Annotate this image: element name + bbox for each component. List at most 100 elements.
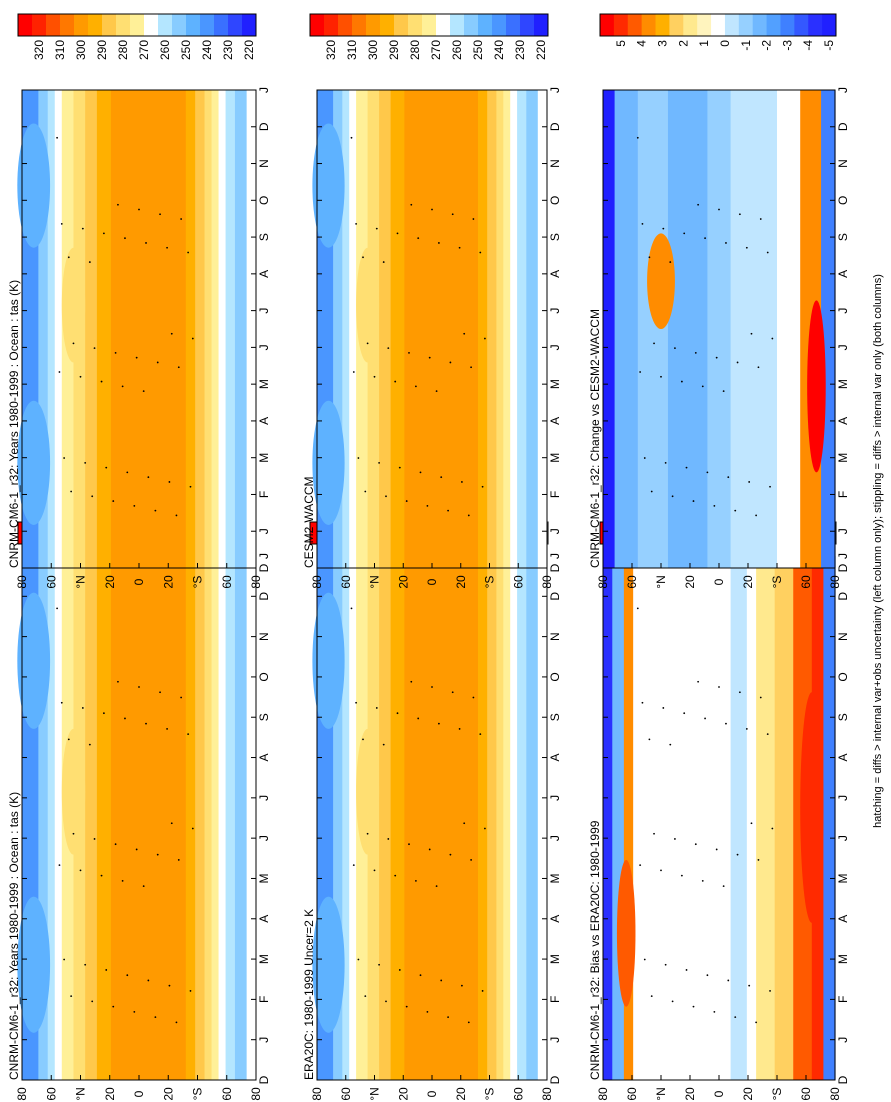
stipple-dot	[362, 738, 364, 741]
heatmap-band	[823, 556, 836, 1080]
month-label: M	[257, 954, 271, 964]
colorbar-swatch	[478, 14, 493, 36]
colorbar-tick-label: 290	[95, 40, 109, 60]
colorbar-tick-label: 3	[655, 40, 669, 47]
stipple-dot	[419, 974, 422, 977]
stipple-dot	[88, 743, 91, 746]
stipple-dot	[639, 864, 642, 867]
heatmap-band	[537, 90, 548, 568]
heatmap-band	[404, 90, 479, 568]
stipple-dot	[435, 390, 438, 393]
stipple-dot	[417, 237, 420, 240]
stipple-dot	[366, 832, 369, 835]
heatmap-band	[47, 90, 56, 568]
cold-lobe	[17, 896, 51, 1033]
colorbar-swatch	[144, 14, 159, 36]
stipple-dot	[398, 969, 401, 971]
stipple-dot	[467, 1021, 470, 1024]
stipple-dot	[759, 696, 762, 699]
panel-title: CNRM-CM6-1_r32: Bias vs ERA20C: 1980-199…	[588, 820, 602, 1080]
stipple-dot	[394, 380, 397, 383]
panel-title: CNRM-CM6-1_r32: Change vs CESM2-WACCM	[588, 309, 602, 568]
month-label: J	[548, 308, 562, 314]
heatmap-band	[667, 90, 708, 568]
stipple-dot	[701, 385, 704, 388]
panel-title: CNRM-CM6-1_r32: Years 1980-1999 : Ocean …	[7, 280, 21, 568]
month-label: M	[257, 379, 271, 389]
stipple-dot	[771, 827, 774, 830]
heatmap-band	[333, 556, 343, 1080]
month-label: M	[548, 954, 562, 964]
stipple-dot	[112, 1005, 115, 1008]
colorbar-swatch	[32, 14, 47, 36]
colorbar-tick-label: -5	[822, 40, 836, 51]
stipple-dot	[748, 984, 751, 987]
month-label: M	[836, 453, 850, 463]
stipple-dot	[701, 879, 704, 882]
heatmap-band	[218, 556, 227, 1080]
lat-label: °S	[483, 1088, 497, 1101]
stipple-dot	[479, 251, 482, 254]
month-label: J	[548, 835, 562, 841]
heatmap-band	[777, 90, 801, 568]
month-label: M	[548, 379, 562, 389]
heatmap-band	[234, 556, 248, 1080]
stipple-dot	[426, 504, 429, 507]
stipple-dot	[715, 356, 718, 359]
colorbar-swatch	[74, 14, 89, 36]
stipple-dot	[671, 495, 674, 498]
panel-title: ERA20C: 1980-1999 Uncer=2 K	[302, 909, 316, 1080]
stipple-dot	[683, 712, 686, 715]
colorbar-swatch	[88, 14, 103, 36]
stipple-dot	[757, 366, 760, 369]
lat-label: 20	[161, 575, 175, 589]
stipple-dot	[93, 838, 96, 840]
colorbar-swatch	[228, 14, 243, 36]
stipple-dot	[706, 974, 709, 977]
lat-label: 80	[310, 575, 324, 589]
heatmap-band	[234, 90, 248, 568]
stipple-dot	[447, 509, 449, 512]
stipple-dot	[126, 471, 129, 474]
stipple-dot	[382, 743, 385, 746]
lat-label: 20	[103, 1087, 117, 1101]
lat-label: 60	[799, 1087, 813, 1101]
stipple-dot	[449, 853, 452, 856]
cold-lobe	[312, 123, 345, 248]
colorbar-swatch	[822, 14, 837, 36]
colorbar-tick-label: 310	[53, 40, 67, 60]
stipple-dot	[67, 738, 70, 741]
stipple-dot	[449, 361, 452, 364]
colorbar-swatch	[158, 14, 173, 36]
stipple-dot	[458, 246, 461, 249]
month-label: J	[836, 87, 850, 93]
colorbar-swatch	[808, 14, 823, 36]
stipple-dot	[387, 838, 390, 840]
colorbar-tick-label: -3	[780, 40, 794, 51]
stipple-dot	[142, 390, 145, 393]
stipple-dot	[387, 347, 390, 350]
heatmap-band	[756, 556, 776, 1080]
stipple-dot	[180, 218, 183, 220]
stipple-dot	[79, 375, 82, 378]
stipple-dot	[718, 686, 720, 688]
heatmap-band	[349, 556, 357, 1080]
stipple-dot	[727, 476, 730, 479]
stipple-dot	[394, 874, 397, 877]
colorbar-tick-label: 240	[200, 40, 214, 60]
stipple-dot	[451, 691, 454, 694]
stipple-dot	[79, 869, 82, 872]
month-label: N	[257, 632, 271, 641]
lat-label: 20	[741, 1087, 755, 1101]
stipple-dot	[428, 848, 431, 851]
stipple-dot	[170, 332, 173, 335]
heatmap-band	[195, 556, 206, 1080]
stipple-dot	[660, 375, 662, 378]
heatmap-band	[517, 556, 527, 1080]
stipple-dot	[133, 504, 136, 507]
month-label: J	[836, 344, 850, 350]
heatmap-band	[637, 90, 669, 568]
stipple-dot	[470, 859, 472, 861]
heatmap-band	[47, 556, 56, 1080]
